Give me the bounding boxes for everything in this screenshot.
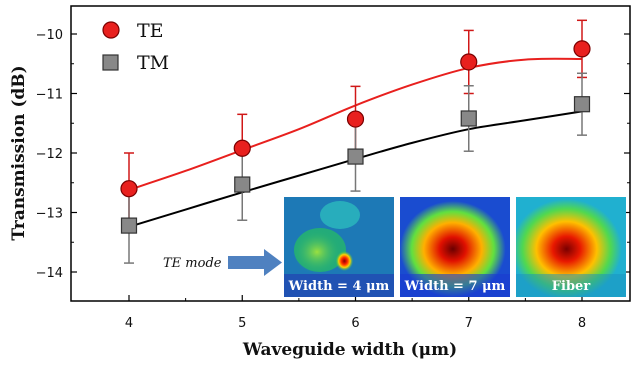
tm-point <box>461 111 476 126</box>
inset-width-4um: Width = 4 μm <box>284 197 394 297</box>
mode-profile-insets: TE mode Width = 4 μm Width = 7 μm Fiber <box>163 197 626 297</box>
legend-tm-marker <box>103 55 118 70</box>
tm-point <box>575 97 590 112</box>
x-tick-label: 8 <box>578 316 586 331</box>
inset-label-width-7: Width = 7 μm <box>404 279 506 294</box>
y-tick-label: −10 <box>36 28 63 43</box>
tm-point <box>348 149 363 164</box>
te-point <box>348 111 364 127</box>
tm-point <box>122 218 137 233</box>
inset-fiber: Fiber <box>516 197 626 297</box>
inset-label-width-4: Width = 4 μm <box>288 279 390 294</box>
y-tick-label: −14 <box>36 266 63 281</box>
tm-point <box>235 177 250 192</box>
y-tick-label: −13 <box>36 207 63 222</box>
te-point <box>461 54 477 70</box>
y-tick-label: −11 <box>36 88 63 103</box>
x-tick-label: 6 <box>351 316 359 331</box>
y-tick-label: −12 <box>36 147 63 162</box>
te-mode-label: TE mode <box>163 256 222 271</box>
te-point <box>574 41 590 57</box>
inset-width-7um: Width = 7 μm <box>400 197 510 297</box>
legend: TE TM <box>103 20 169 74</box>
inset-label-fiber: Fiber <box>552 279 591 294</box>
x-tick-label: 7 <box>465 316 473 331</box>
te-point <box>121 181 137 197</box>
arrow-icon <box>228 249 282 276</box>
legend-te-marker <box>103 22 119 38</box>
x-axis-title: Waveguide width (μm) <box>242 340 457 360</box>
legend-tm-label: TM <box>137 52 169 74</box>
x-tick-label: 4 <box>125 316 133 331</box>
legend-te-label: TE <box>137 20 164 42</box>
te-point <box>234 140 250 156</box>
x-tick-label: 5 <box>238 316 246 331</box>
y-axis-title: Transmission (dB) <box>9 65 29 240</box>
